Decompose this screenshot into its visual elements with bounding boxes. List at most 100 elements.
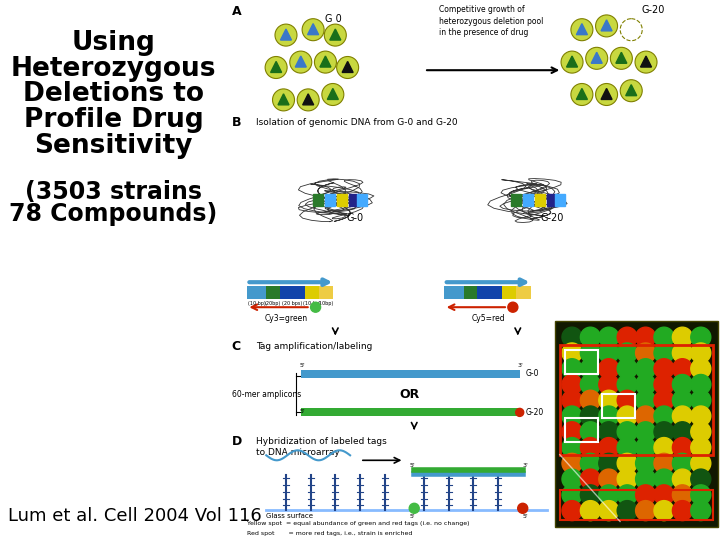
Circle shape [617,374,637,395]
Bar [523,194,533,206]
Polygon shape [330,29,341,40]
Circle shape [636,469,656,489]
Circle shape [672,343,693,363]
Circle shape [690,501,711,521]
Polygon shape [641,56,652,67]
Circle shape [562,501,582,521]
Circle shape [595,84,618,105]
Bar [337,194,347,206]
Text: Glass surface: Glass surface [266,514,313,519]
Text: Profile Drug: Profile Drug [24,107,203,133]
Circle shape [672,406,693,426]
Circle shape [635,51,657,73]
Circle shape [690,390,711,410]
Bar [357,194,367,206]
Circle shape [585,48,608,69]
Polygon shape [278,94,289,105]
Polygon shape [591,52,602,63]
Circle shape [571,19,593,40]
Circle shape [562,374,582,395]
Text: C: C [232,340,241,353]
Circle shape [580,485,600,505]
Circle shape [617,406,637,426]
Bar [516,286,531,299]
Text: 3': 3' [523,463,528,468]
Text: (10bp): (10bp) [318,301,334,306]
Circle shape [672,453,693,474]
Circle shape [599,343,618,363]
Text: 5': 5' [523,514,528,519]
Text: A: A [232,5,241,18]
Text: Red spot       = more red tags, i.e., strain is enriched: Red spot = more red tags, i.e., strain i… [246,531,412,536]
Circle shape [599,453,618,474]
Circle shape [672,327,693,347]
Circle shape [672,390,693,410]
Polygon shape [601,20,612,31]
Circle shape [654,485,674,505]
Circle shape [617,453,637,474]
Circle shape [580,422,600,442]
Circle shape [636,422,656,442]
Circle shape [580,469,600,489]
Circle shape [562,406,582,426]
Circle shape [654,437,674,457]
Circle shape [599,469,618,489]
Circle shape [672,374,693,395]
Circle shape [636,390,656,410]
Circle shape [562,469,582,489]
Circle shape [690,327,711,347]
Bar [266,286,280,299]
Circle shape [580,374,600,395]
Text: OR: OR [399,388,420,401]
Circle shape [562,327,582,347]
Circle shape [580,327,600,347]
Circle shape [617,343,637,363]
Text: Competitive growth of
heterozygous deletion pool
in the presence of drug: Competitive growth of heterozygous delet… [439,5,544,37]
Circle shape [337,57,359,78]
Circle shape [310,302,320,312]
Circle shape [272,89,294,111]
Text: 3': 3' [518,409,523,414]
Polygon shape [328,89,338,99]
Polygon shape [577,89,588,99]
Circle shape [571,84,593,105]
Text: (3503 strains: (3503 strains [25,180,202,204]
Circle shape [315,51,336,73]
Circle shape [599,390,618,410]
Circle shape [599,359,618,379]
Circle shape [636,343,656,363]
Circle shape [580,359,600,379]
Text: 3': 3' [518,363,523,368]
Bar [564,350,598,374]
Circle shape [611,48,632,69]
Polygon shape [320,56,331,67]
Bar [564,418,598,442]
Bar [534,194,544,206]
Circle shape [617,422,637,442]
Circle shape [672,437,693,457]
Text: G-20: G-20 [541,213,564,224]
Circle shape [636,374,656,395]
Circle shape [654,469,674,489]
Text: Yellow spot  = equal abundance of green and red tags (i.e. no change): Yellow spot = equal abundance of green a… [246,521,469,526]
Circle shape [690,485,711,505]
Circle shape [508,302,518,312]
Circle shape [690,453,711,474]
Circle shape [580,406,600,426]
Circle shape [562,422,582,442]
Circle shape [599,437,618,457]
Circle shape [617,469,637,489]
Text: 5': 5' [409,514,415,519]
Text: (20 bps): (20 bps) [282,301,302,306]
Text: 5': 5' [409,463,415,468]
Circle shape [297,89,319,111]
Circle shape [636,485,656,505]
Circle shape [617,327,637,347]
Polygon shape [307,24,319,35]
Circle shape [636,437,656,457]
Circle shape [672,359,693,379]
Circle shape [654,359,674,379]
Text: (20bp): (20bp) [265,301,282,306]
Circle shape [561,51,583,73]
Circle shape [518,503,528,514]
